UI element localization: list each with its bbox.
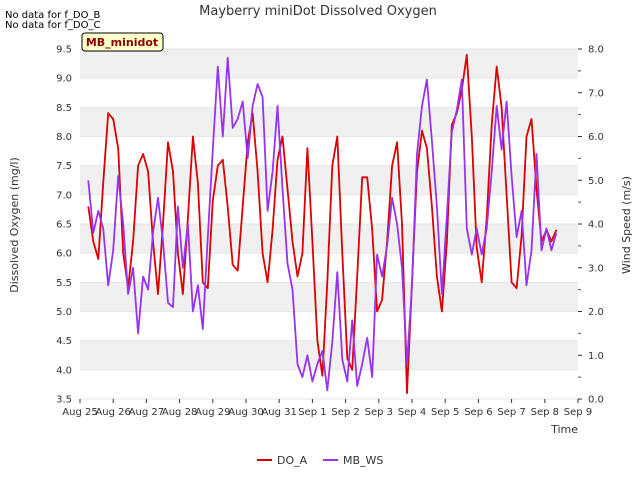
- x-tick-label: Aug 31: [261, 407, 296, 418]
- y2-axis-title: Wind Speed (m/s): [620, 176, 633, 274]
- y-tick-label: 8.0: [56, 132, 72, 143]
- y-tick-label: 8.5: [56, 103, 72, 114]
- y2-tick-label: 4.0: [588, 220, 604, 231]
- y-axis-right: 0.0 1.0 2.0 3.0 4.0 5.0 6.0 7.0 8.0: [578, 45, 604, 406]
- band: [80, 136, 578, 166]
- legend: DO_A MB_WS: [257, 454, 383, 467]
- x-axis-title: Time: [550, 423, 578, 436]
- chart-title: Mayberry miniDot Dissolved Oxygen: [199, 4, 437, 19]
- badge-box: [81, 32, 164, 52]
- y-tick-label: 6.0: [56, 249, 72, 260]
- x-tick-label: Aug 28: [162, 407, 197, 418]
- band: [80, 49, 578, 79]
- band: [80, 340, 578, 370]
- band: [80, 282, 578, 312]
- x-tick-label: Sep 3: [365, 407, 393, 418]
- x-tick-label: Aug 30: [228, 407, 263, 418]
- x-tick-label: Sep 7: [497, 407, 525, 418]
- y-tick-label: 3.5: [56, 395, 72, 406]
- no-data-note-2: No data for f_DO_C: [5, 20, 101, 31]
- series-line-mb-ws: [87, 56, 558, 392]
- band: [80, 165, 578, 195]
- y-tick-label: 5.0: [56, 307, 72, 318]
- y2-tick-label: 3.0: [588, 263, 604, 274]
- x-tick-label: Sep 8: [531, 407, 559, 418]
- y-tick-label: 4.5: [56, 336, 72, 347]
- y-tick-label: 4.0: [56, 365, 72, 376]
- y-tick-label: 7.5: [56, 161, 72, 172]
- y2-tick-label: 5.0: [588, 176, 604, 187]
- x-tick-label: Sep 5: [431, 407, 459, 418]
- x-tick-label: Aug 27: [129, 407, 164, 418]
- y2-tick-label: 6.0: [588, 132, 604, 143]
- y-tick-label: 6.5: [56, 220, 72, 231]
- y-axis-title: Dissolved Oxygen (mg/l): [8, 157, 21, 292]
- y-tick-label: 9.0: [56, 74, 72, 85]
- series-line-do-a: [87, 53, 558, 395]
- x-tick-label: Sep 4: [398, 407, 426, 418]
- no-data-note-1: No data for f_DO_B: [5, 10, 101, 21]
- y2-tick-label: 7.0: [588, 88, 604, 99]
- x-tick-label: Aug 26: [95, 407, 130, 418]
- background-bands: [80, 48, 578, 400]
- y-tick-label: 7.0: [56, 190, 72, 201]
- y2-tick-label: 2.0: [588, 307, 604, 318]
- y2-tick-label: 1.0: [588, 351, 604, 362]
- x-tick-label: Aug 29: [195, 407, 230, 418]
- series-lines: [87, 53, 558, 395]
- y-axis-left: 3.5 4.0 4.5 5.0 5.5 6.0 6.5 7.0 7.5 8.0 8.5 9.0 9.5: [56, 45, 72, 406]
- y-tick-label: 9.5: [56, 45, 72, 56]
- band: [80, 311, 578, 341]
- y2-tick-label: 8.0: [588, 45, 604, 56]
- x-tick-label: Sep 1: [298, 407, 326, 418]
- x-tick-label: Sep 9: [564, 407, 592, 418]
- legend-label-do-a: DO_A: [277, 454, 308, 467]
- band: [80, 78, 578, 108]
- legend-label-mb-ws: MB_WS: [343, 454, 383, 467]
- x-tick-label: Sep 2: [331, 407, 359, 418]
- x-tick-label: Sep 6: [464, 407, 492, 418]
- x-tick-label: Aug 25: [62, 407, 97, 418]
- y-tick-label: 5.5: [56, 278, 72, 289]
- y2-tick-label: 0.0: [588, 395, 604, 406]
- badge-label: MB_minidot: [86, 36, 158, 49]
